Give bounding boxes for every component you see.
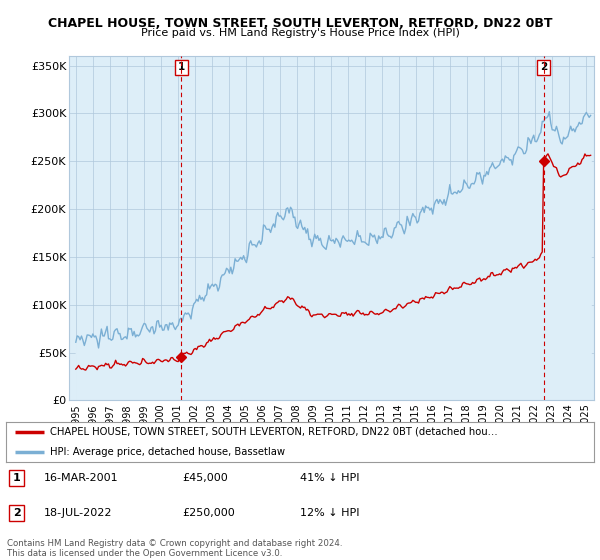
Text: CHAPEL HOUSE, TOWN STREET, SOUTH LEVERTON, RETFORD, DN22 0BT: CHAPEL HOUSE, TOWN STREET, SOUTH LEVERTO… xyxy=(48,17,552,30)
Text: HPI: Average price, detached house, Bassetlaw: HPI: Average price, detached house, Bass… xyxy=(50,447,285,457)
Text: 1: 1 xyxy=(13,473,20,483)
Text: 12% ↓ HPI: 12% ↓ HPI xyxy=(300,508,359,518)
Text: 2: 2 xyxy=(540,63,548,72)
Text: 2: 2 xyxy=(13,508,20,518)
Text: 18-JUL-2022: 18-JUL-2022 xyxy=(44,508,113,518)
Text: 41% ↓ HPI: 41% ↓ HPI xyxy=(300,473,359,483)
Text: CHAPEL HOUSE, TOWN STREET, SOUTH LEVERTON, RETFORD, DN22 0BT (detached hou…: CHAPEL HOUSE, TOWN STREET, SOUTH LEVERTO… xyxy=(50,427,498,437)
Text: 1: 1 xyxy=(178,63,185,72)
Text: Price paid vs. HM Land Registry's House Price Index (HPI): Price paid vs. HM Land Registry's House … xyxy=(140,28,460,38)
Text: £45,000: £45,000 xyxy=(182,473,228,483)
Text: 16-MAR-2001: 16-MAR-2001 xyxy=(44,473,119,483)
Text: Contains HM Land Registry data © Crown copyright and database right 2024.
This d: Contains HM Land Registry data © Crown c… xyxy=(7,539,343,558)
Text: £250,000: £250,000 xyxy=(182,508,235,518)
